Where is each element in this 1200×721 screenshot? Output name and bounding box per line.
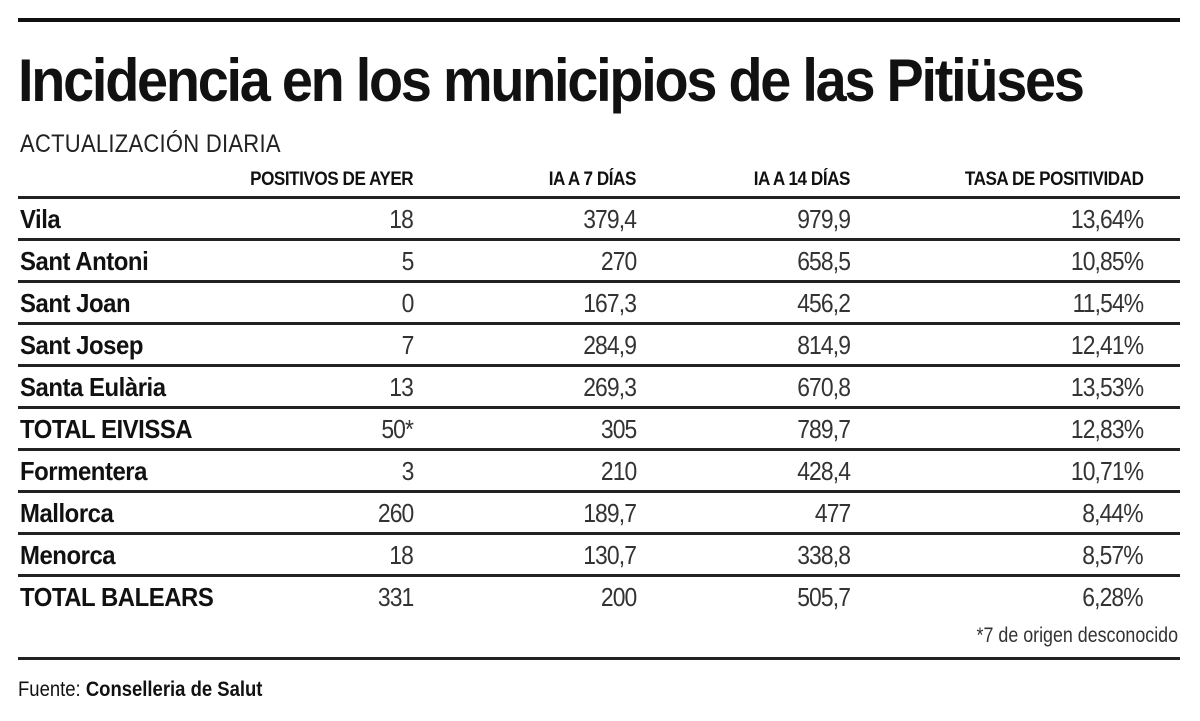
table-row: Sant Josep 7 284,9 814,9 12,41% <box>18 325 1180 367</box>
data-table: POSITIVOS DE AYER IA A 7 DÍAS IA A 14 DÍ… <box>18 166 1180 616</box>
cell-positivos: 18 <box>389 540 414 570</box>
cell-positivos: 5 <box>401 246 414 276</box>
cell-tasa: 10,71% <box>1070 456 1144 486</box>
cell-ia7: 210 <box>600 456 636 486</box>
cell-ia14: 456,2 <box>797 288 851 318</box>
cell-ia14: 505,7 <box>797 582 851 612</box>
cell-positivos: 18 <box>389 204 414 234</box>
cell-ia14: 789,7 <box>797 414 851 444</box>
cell-tasa: 13,64% <box>1070 204 1144 234</box>
table-row: Vila 18 379,4 979,9 13,64% <box>18 199 1180 241</box>
row-label: Formentera <box>20 456 148 486</box>
cell-tasa: 8,57% <box>1082 540 1144 570</box>
cell-positivos: 7 <box>401 330 414 360</box>
table-body: Vila 18 379,4 979,9 13,64% Sant Antoni 5 270 658… <box>18 199 1180 616</box>
cell-ia7: 189,7 <box>583 498 637 528</box>
cell-ia7: 167,3 <box>583 288 637 318</box>
cell-ia7: 270 <box>600 246 636 276</box>
table-row: TOTAL EIVISSA 50* 305 789,7 12,83% <box>18 409 1180 451</box>
cell-ia7: 269,3 <box>583 372 637 402</box>
table-header: POSITIVOS DE AYER IA A 7 DÍAS IA A 14 DÍ… <box>18 166 1180 199</box>
source-name: Conselleria de Salut <box>85 678 263 701</box>
cell-tasa: 8,44% <box>1082 498 1144 528</box>
table-row: Formentera 3 210 428,4 10,71% <box>18 451 1180 493</box>
table-row: Santa Eulària 13 269,3 670,8 13,53% <box>18 367 1180 409</box>
cell-positivos: 3 <box>401 456 414 486</box>
row-label: Sant Antoni <box>20 246 149 276</box>
cell-ia14: 428,4 <box>797 456 851 486</box>
table-row: TOTAL BALEARS 331 200 505,7 6,28% <box>18 577 1180 616</box>
cell-ia7: 284,9 <box>583 330 637 360</box>
row-label: Sant Joan <box>20 288 131 318</box>
table-row: Sant Joan 0 167,3 456,2 11,54% <box>18 283 1180 325</box>
cell-ia7: 305 <box>600 414 636 444</box>
row-label: Santa Eulària <box>20 372 166 402</box>
cell-tasa: 11,54% <box>1072 288 1144 318</box>
cell-tasa: 12,41% <box>1070 330 1144 360</box>
cell-tasa: 6,28% <box>1082 582 1144 612</box>
row-label: Mallorca <box>20 498 114 528</box>
cell-ia7: 130,7 <box>583 540 637 570</box>
chart-title: Incidencia en los municipios de las Piti… <box>18 47 1085 114</box>
column-header-tasa: TASA DE POSITIVIDAD <box>964 169 1143 190</box>
cell-positivos: 260 <box>377 498 413 528</box>
table-row: Menorca 18 130,7 338,8 8,57% <box>18 535 1180 577</box>
cell-positivos: 13 <box>389 372 414 402</box>
table-row: Mallorca 260 189,7 477 8,44% <box>18 493 1180 535</box>
cell-ia14: 658,5 <box>797 246 851 276</box>
cell-ia7: 200 <box>600 582 636 612</box>
column-header-ia7: IA A 7 DÍAS <box>548 169 637 190</box>
cell-tasa: 13,53% <box>1070 372 1144 402</box>
cell-ia14: 477 <box>814 498 850 528</box>
chart-subtitle: ACTUALIZACIÓN DIARIA <box>20 130 281 158</box>
row-label: TOTAL BALEARS <box>20 582 214 612</box>
cell-tasa: 12,83% <box>1070 414 1144 444</box>
cell-positivos: 0 <box>401 288 414 318</box>
bottom-rule <box>18 657 1180 660</box>
top-rule <box>18 18 1180 22</box>
cell-positivos: 331 <box>377 582 413 612</box>
table-row: Sant Antoni 5 270 658,5 10,85% <box>18 241 1180 283</box>
cell-positivos: 50* <box>381 414 414 444</box>
footnote: *7 de origen desconocido <box>976 624 1178 647</box>
row-label: TOTAL EIVISSA <box>20 414 193 444</box>
cell-ia14: 979,9 <box>797 204 851 234</box>
cell-ia14: 338,8 <box>797 540 851 570</box>
cell-ia14: 814,9 <box>797 330 851 360</box>
cell-ia14: 670,8 <box>797 372 851 402</box>
source-line: Fuente: Conselleria de Salut <box>18 678 262 702</box>
column-header-ia14: IA A 14 DÍAS <box>753 169 851 190</box>
row-label: Sant Josep <box>20 330 144 360</box>
cell-tasa: 10,85% <box>1070 246 1144 276</box>
column-header-positivos: POSITIVOS DE AYER <box>249 169 414 190</box>
cell-ia7: 379,4 <box>583 204 637 234</box>
row-label: Menorca <box>20 540 116 570</box>
row-label: Vila <box>20 204 61 234</box>
source-prefix: Fuente: <box>18 678 81 701</box>
